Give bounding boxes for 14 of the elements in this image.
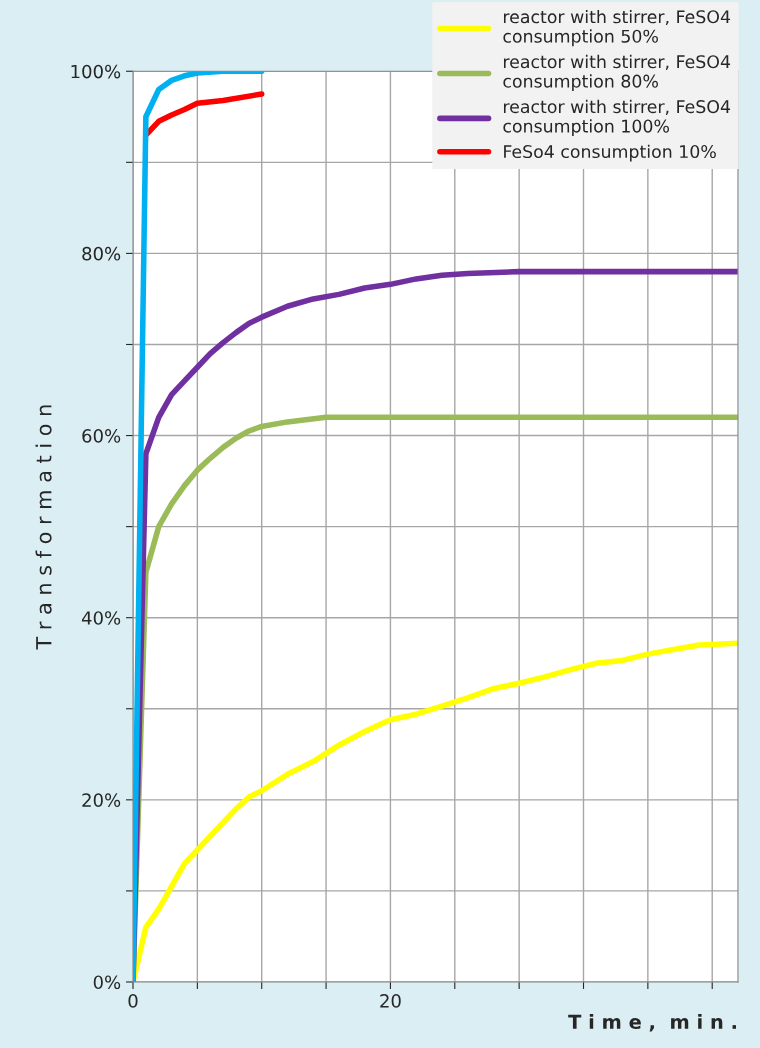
- y-tick-label: 0%: [93, 975, 121, 990]
- y-tick-label: 20%: [82, 793, 121, 807]
- x-tick-label: 0: [128, 994, 138, 1008]
- y-tick-label: 60%: [82, 429, 121, 443]
- legend-label: reactor with stirrer, FeSO4 consumption 80%: [503, 54, 731, 92]
- legend-label: FeSo4 consumption 10%: [504, 144, 716, 162]
- y-axis-title: T r a n s f o r m a t i o n: [35, 405, 52, 650]
- legend-label: reactor with stirrer, FeSO4 consumption 50%: [503, 9, 731, 47]
- x-axis-title: T i m e , m i n .: [568, 1014, 736, 1032]
- y-tick-label: 80%: [82, 246, 121, 261]
- legend-label: reactor with stirrer, FeSO4 consumption 100%: [503, 99, 731, 136]
- x-tick-label: 20: [380, 994, 401, 1008]
- y-tick-label: 40%: [81, 611, 121, 625]
- y-tick-label: 100%: [71, 64, 121, 79]
